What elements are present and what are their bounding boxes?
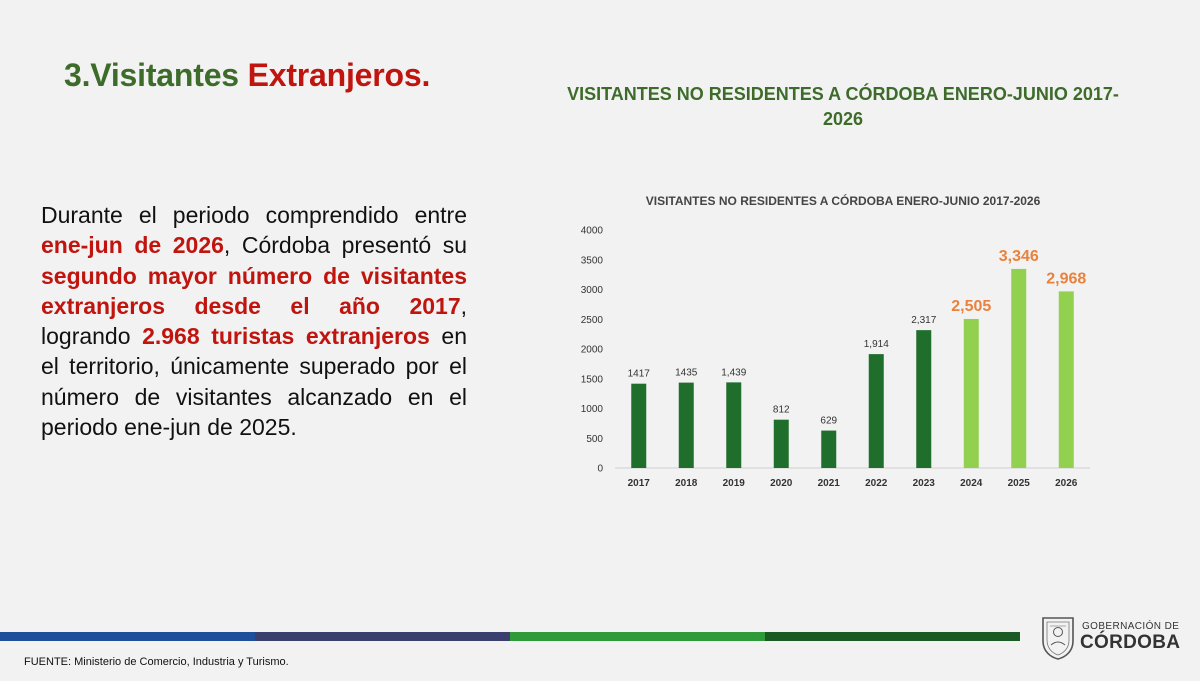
y-tick-label: 1500 [581, 374, 604, 385]
chart-heading: VISITANTES NO RESIDENTES A CÓRDOBA ENERO… [567, 84, 1119, 129]
source-note: FUENTE: Ministerio de Comercio, Industri… [24, 656, 289, 668]
bar [821, 430, 837, 468]
band-segment [255, 632, 510, 641]
logo-label-line1: GOBERNACIÓN DE [1082, 621, 1180, 632]
bar [1058, 291, 1074, 468]
band-segment [765, 632, 1020, 641]
summary-highlight-rank: segundo mayor número de visitantes extra… [41, 262, 467, 319]
y-tick-label: 3500 [581, 255, 604, 266]
data-label: 1417 [628, 369, 651, 380]
y-tick-label: 4000 [581, 226, 604, 237]
x-tick-label: 2026 [1055, 478, 1078, 489]
data-label: 1,439 [721, 367, 746, 378]
bar [1011, 268, 1027, 468]
data-label: 3,346 [999, 248, 1039, 265]
band-segment [0, 632, 255, 641]
summary-paragraph: Durante el periodo comprendido entre ene… [41, 200, 467, 442]
data-label: 2,968 [1046, 270, 1086, 287]
chart-title: VISITANTES NO RESIDENTES A CÓRDOBA ENERO… [646, 193, 1041, 208]
x-tick-label: 2020 [770, 478, 793, 489]
summary-text-2: , Córdoba presentó su [223, 232, 467, 259]
band-segment [510, 632, 765, 641]
x-tick-label: 2021 [818, 478, 841, 489]
summary-text-3: , logrando [41, 292, 467, 350]
bar [631, 383, 647, 468]
y-tick-label: 1000 [581, 404, 604, 415]
gobernacion-logo: GOBERNACIÓN DE CÓRDOBA [1040, 613, 1180, 663]
summary-text-1: Durante el periodo comprendido entre [41, 202, 467, 228]
y-tick-label: 2000 [581, 345, 604, 356]
bar [773, 419, 789, 468]
title-highlight: Extranjeros. [247, 57, 431, 93]
bar [868, 354, 884, 468]
summary-text-4: en el territorio, únicamente superado po… [41, 323, 467, 441]
data-label: 2,317 [911, 315, 936, 326]
x-tick-label: 2023 [913, 478, 936, 489]
bar [963, 318, 979, 468]
y-tick-label: 0 [597, 464, 603, 475]
page-title: 3.Visitantes Extranjeros. [64, 57, 430, 94]
x-tick-label: 2025 [1008, 478, 1031, 489]
x-tick-label: 2017 [628, 478, 651, 489]
x-tick-label: 2018 [675, 478, 698, 489]
data-labels-group: 1417 1435 1,439 812 629 1,914 2,317 2,505 3,346 2… [628, 248, 1087, 427]
data-label: 812 [773, 405, 790, 416]
x-tick-label: 2024 [960, 478, 983, 489]
bar [916, 330, 932, 468]
logo-label-line2: CÓRDOBA [1080, 632, 1181, 653]
summary-highlight-count: 2.968 turistas extranjeros [142, 323, 430, 350]
data-label: 1,914 [864, 339, 889, 350]
title-number: 3.Visitantes [64, 57, 248, 93]
y-tick-label: 3000 [581, 285, 604, 296]
bars-group [631, 268, 1074, 468]
data-label: 629 [820, 416, 837, 427]
y-tick-label: 2500 [581, 315, 604, 326]
data-label: 1435 [675, 368, 698, 379]
bar [726, 382, 742, 468]
y-axis: 0 500 1000 1500 2000 2500 3000 3500 4000 [581, 226, 604, 475]
y-tick-label: 500 [586, 434, 603, 445]
x-tick-label: 2019 [723, 478, 746, 489]
data-label: 2,505 [951, 298, 991, 315]
bar [678, 382, 694, 468]
decorative-color-band [0, 632, 1020, 641]
x-tick-label: 2022 [865, 478, 888, 489]
x-axis: 2017 2018 2019 2020 2021 2022 2023 2024 2025 2026 [628, 478, 1078, 489]
visitors-bar-chart: VISITANTES NO RESIDENTES A CÓRDOBA ENERO… [581, 193, 1090, 489]
summary-highlight-period: ene-jun de 2026 [41, 232, 224, 259]
coat-of-arms-icon [1042, 617, 1074, 660]
